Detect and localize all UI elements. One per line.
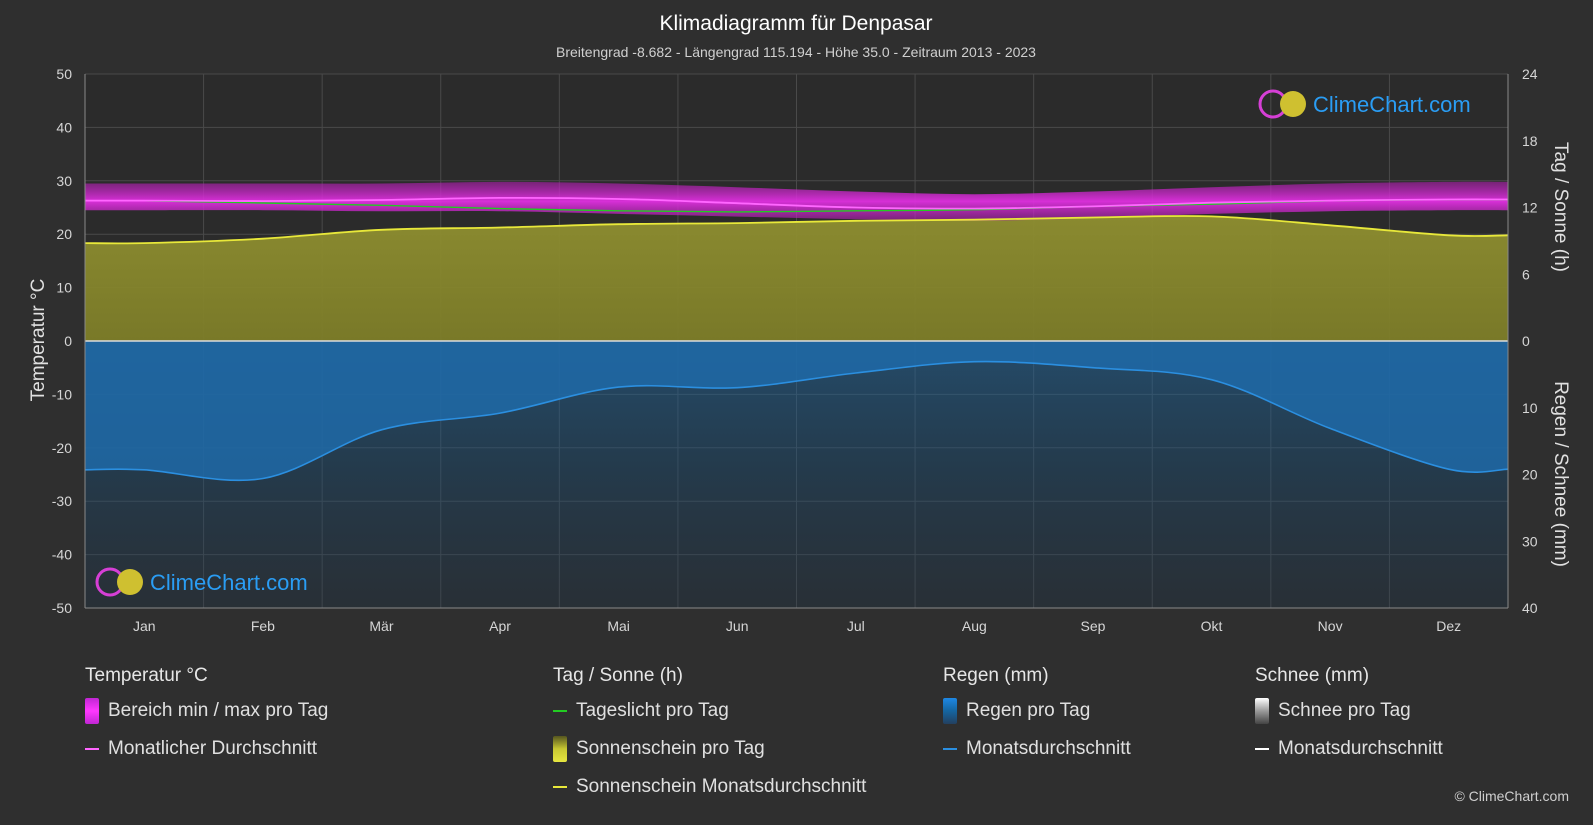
logo-bottom-left: ClimeChart.com xyxy=(95,567,308,597)
y-left-tick-label: -20 xyxy=(52,440,72,456)
x-month-tick-label: Jun xyxy=(726,618,749,634)
legend-snow-avg: Monatsdurchschnitt xyxy=(1255,730,1443,768)
chart-subtitle: Breitengrad -8.682 - Längengrad 115.194 … xyxy=(556,44,1036,60)
rain-area xyxy=(85,341,1508,608)
snow-avg-swatch xyxy=(1255,748,1269,750)
climate-chart: Klimadiagramm für Denpasar Breitengrad -… xyxy=(28,12,1571,634)
y-right-bottom-tick-label: 30 xyxy=(1522,533,1538,549)
sunshine-area xyxy=(85,215,1508,341)
legend-rain-avg: Monatsdurchschnitt xyxy=(943,730,1131,768)
legend-rain-per-day: Regen pro Tag xyxy=(943,692,1131,730)
sunshine-swatch xyxy=(553,736,567,762)
temp-avg-line xyxy=(84,196,1509,210)
y-left-tick-label: 30 xyxy=(56,173,72,189)
axes xyxy=(84,74,1509,609)
y-left-tick-label: 10 xyxy=(56,280,72,296)
x-month-tick-label: Mär xyxy=(369,618,393,634)
logo-text-bottom: ClimeChart.com xyxy=(150,570,308,595)
temp-range-swatch xyxy=(85,698,99,724)
legend-rain: Regen (mm) Regen pro Tag Monatsdurchschn… xyxy=(943,660,1131,768)
y-left-tick-label: -40 xyxy=(52,547,72,563)
y-right-top-tick-label: 0 xyxy=(1522,333,1530,349)
x-month-tick-label: Dez xyxy=(1436,618,1461,634)
x-month-tick-label: Apr xyxy=(489,618,511,634)
y-left-tick-label: 0 xyxy=(64,333,72,349)
legend-temperature-title: Temperatur °C xyxy=(85,665,208,686)
legend-snow-title: Schnee (mm) xyxy=(1255,665,1370,686)
y-right-top-tick-label: 6 xyxy=(1522,266,1530,282)
y-left-tick-label: -10 xyxy=(52,386,72,402)
y-axis-right-top-label: Tag / Sonne (h) xyxy=(1550,142,1571,272)
legend-daylight: Tageslicht pro Tag xyxy=(553,692,866,730)
y-right-bottom-tick-label: 40 xyxy=(1522,600,1538,616)
legend-sunshine: Sonnenschein pro Tag xyxy=(553,730,866,768)
legend-sun-title: Tag / Sonne (h) xyxy=(553,665,683,686)
y-left-tick-label: 40 xyxy=(56,119,72,135)
legend-sun: Tag / Sonne (h) Tageslicht pro Tag Sonne… xyxy=(553,660,866,806)
logo-sun-icon xyxy=(1280,91,1306,117)
logo-top-right: ClimeChart.com xyxy=(1258,89,1471,119)
rain-avg-swatch xyxy=(943,748,957,750)
y-right-top-tick-label: 18 xyxy=(1522,133,1538,149)
x-month-tick-label: Mai xyxy=(607,618,630,634)
legend-snow-per-day: Schnee pro Tag xyxy=(1255,692,1443,730)
x-month-tick-label: Jul xyxy=(847,618,865,634)
x-month-tick-label: Jan xyxy=(133,618,156,634)
rain-fill xyxy=(85,341,1508,481)
legend-temperature: Temperatur °C Bereich min / max pro Tag … xyxy=(85,660,328,768)
logo-text-top: ClimeChart.com xyxy=(1313,92,1471,117)
logo-sun-icon xyxy=(117,569,143,595)
y-left-tick-label: 20 xyxy=(56,226,72,242)
legend: Temperatur °C Bereich min / max pro Tag … xyxy=(0,660,1593,820)
rain-swatch xyxy=(943,698,957,724)
y-right-bottom-tick-label: 10 xyxy=(1522,400,1538,416)
series-lines xyxy=(84,196,1509,482)
temp-avg-swatch xyxy=(85,748,99,750)
sunshine-avg-line xyxy=(84,215,1509,245)
legend-snow: Schnee (mm) Schnee pro Tag Monatsdurchsc… xyxy=(1255,660,1443,768)
chart-title: Klimadiagramm für Denpasar xyxy=(659,12,932,35)
y-right-top-tick-label: 24 xyxy=(1522,66,1538,82)
legend-temp-range: Bereich min / max pro Tag xyxy=(85,692,328,730)
temperature-range-fill xyxy=(85,181,1508,221)
x-month-tick-label: Okt xyxy=(1201,618,1223,634)
snow-swatch xyxy=(1255,698,1269,724)
y-right-bottom-tick-label: 20 xyxy=(1522,467,1538,483)
y-axis-right-ticks: 24 18 12 6 0 10 20 30 40 xyxy=(1522,66,1538,616)
copyright: © ClimeChart.com xyxy=(1454,788,1569,804)
y-left-tick-label: 50 xyxy=(56,66,72,82)
x-month-tick-label: Feb xyxy=(251,618,275,634)
y-left-tick-label: -50 xyxy=(52,600,72,616)
legend-sunshine-avg: Sonnenschein Monatsdurchschnitt xyxy=(553,768,866,806)
temperature-range-band xyxy=(85,181,1508,221)
x-month-tick-label: Nov xyxy=(1318,618,1343,634)
legend-rain-title: Regen (mm) xyxy=(943,665,1049,686)
y-right-top-tick-label: 12 xyxy=(1522,200,1538,216)
x-month-tick-label: Sep xyxy=(1080,618,1105,634)
x-month-tick-label: Aug xyxy=(962,618,987,634)
sunshine-fill xyxy=(85,215,1508,341)
x-axis-month-ticks: Jan Feb Mär Apr Mai Jun Jul Aug Sep Okt Nov Dez xyxy=(133,618,1461,634)
y-left-tick-label: -30 xyxy=(52,493,72,509)
daylight-swatch xyxy=(553,710,567,712)
rain-avg-line xyxy=(84,360,1509,482)
y-axis-left-label: Temperatur °C xyxy=(28,279,49,402)
sunshine-avg-swatch xyxy=(553,786,567,788)
legend-temp-avg: Monatlicher Durchschnitt xyxy=(85,730,328,768)
y-axis-right-bottom-label: Regen / Schnee (mm) xyxy=(1550,381,1571,567)
y-axis-left-ticks: 50 40 30 20 10 0 -10 -20 -30 -40 -50 xyxy=(52,66,72,616)
